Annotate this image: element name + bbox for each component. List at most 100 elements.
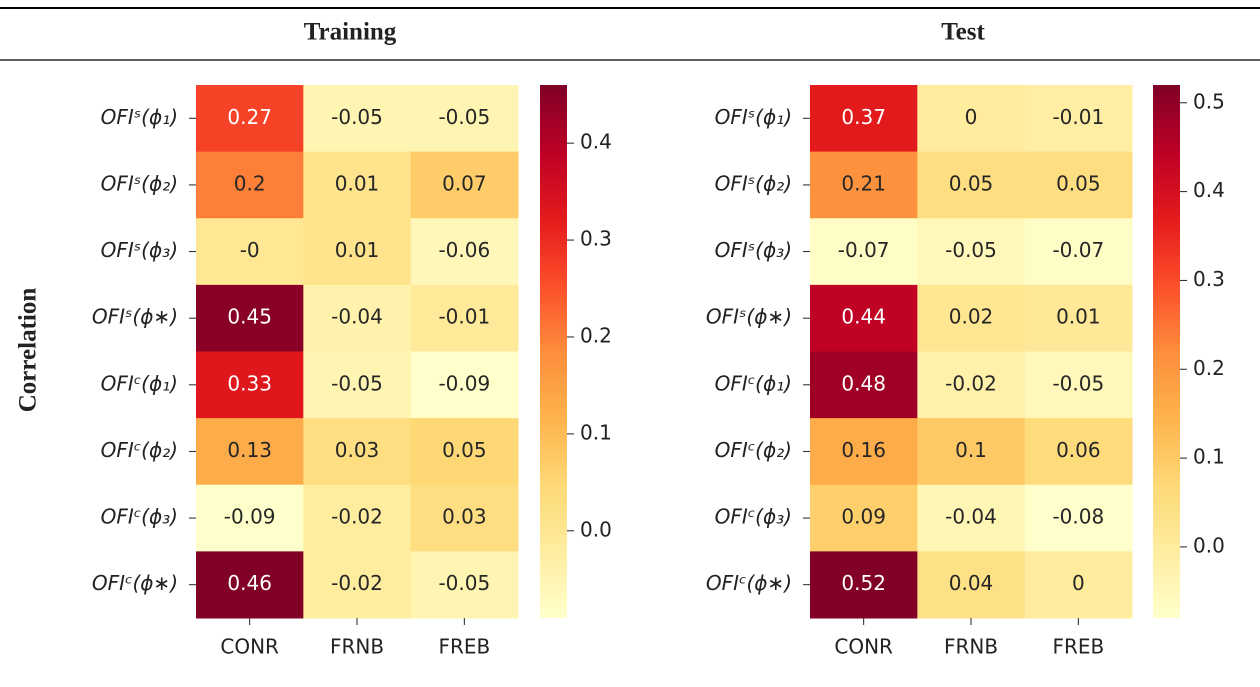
row-label: OFIˢ(ϕ₂) <box>715 171 792 195</box>
x-tick-label: FRNB <box>330 635 384 659</box>
row-label: OFIᶜ(ϕ∗) <box>92 571 178 595</box>
cell <box>917 218 1026 286</box>
cell <box>810 284 918 352</box>
colorbar-tick-label: 0.3 <box>1193 267 1225 291</box>
cell <box>1024 351 1133 419</box>
cell-label: -0.05 <box>945 238 997 262</box>
cell <box>410 151 519 219</box>
cell <box>303 284 412 352</box>
cell <box>917 551 1026 619</box>
cell-label: 0.21 <box>841 171 886 195</box>
cell <box>303 484 412 552</box>
cell <box>196 551 304 619</box>
row-label: OFIˢ(ϕ∗) <box>92 305 178 329</box>
cell-label: -0.07 <box>1052 238 1104 262</box>
cell <box>810 85 918 153</box>
cell-label: -0.05 <box>331 105 383 129</box>
cell-label: 0.06 <box>1056 438 1101 462</box>
cell-label: 0.03 <box>442 505 487 529</box>
cell-label: 0.44 <box>841 305 886 329</box>
colorbar-tick-label: 0.4 <box>1193 178 1225 202</box>
x-tick-label: FREB <box>1052 635 1104 659</box>
colorbar <box>540 85 567 618</box>
cell <box>1024 551 1133 619</box>
x-tick-label: FRNB <box>944 635 998 659</box>
cell-label: -0.02 <box>945 371 997 395</box>
cell <box>303 85 412 153</box>
cell-label: 0.05 <box>442 438 487 462</box>
colorbar-tick-label: 0.5 <box>1193 89 1225 113</box>
cell <box>410 551 519 619</box>
cell <box>810 218 918 286</box>
colorbar <box>1153 85 1180 618</box>
row-label: OFIᶜ(ϕ₃) <box>715 505 792 529</box>
row-label: OFIˢ(ϕ∗) <box>706 305 792 329</box>
cell-label: -0.09 <box>224 505 276 529</box>
colorbar-tick-label: 0.1 <box>1193 445 1225 469</box>
cell <box>303 151 412 219</box>
cell-label: -0.07 <box>838 238 890 262</box>
colorbar-tick-label: 0.0 <box>1193 533 1225 557</box>
cell <box>303 551 412 619</box>
cell <box>303 351 412 419</box>
cell <box>917 151 1026 219</box>
cell-label: 0.46 <box>227 571 272 595</box>
row-label: OFIˢ(ϕ₁) <box>715 105 792 129</box>
cell <box>410 418 519 486</box>
row-label: OFIˢ(ϕ₁) <box>101 105 178 129</box>
cell-label: 0.07 <box>442 171 487 195</box>
cell <box>810 151 918 219</box>
cell <box>196 85 304 153</box>
panel-title: Test <box>941 19 985 46</box>
cell-label: 0.16 <box>841 438 886 462</box>
colorbar-tick-label: 0.2 <box>1193 356 1225 380</box>
cell-label: -0.01 <box>438 305 490 329</box>
cell <box>196 418 304 486</box>
cell <box>1024 484 1133 552</box>
cell <box>410 484 519 552</box>
colorbar-tick-label: 0.0 <box>580 517 612 541</box>
cell <box>810 551 918 619</box>
colorbar-tick-label: 0.3 <box>580 227 612 251</box>
cell-label: -0.05 <box>438 105 490 129</box>
cell <box>917 418 1026 486</box>
cell-label: -0.09 <box>438 371 490 395</box>
cell <box>196 218 304 286</box>
colorbar-tick-label: 0.1 <box>580 420 612 444</box>
cell <box>1024 418 1133 486</box>
cell <box>410 351 519 419</box>
cell-label: -0.08 <box>1052 505 1104 529</box>
cell-label: 0.45 <box>227 305 272 329</box>
cell <box>810 351 918 419</box>
cell-label: 0.13 <box>227 438 272 462</box>
cell-label: -0.04 <box>331 305 383 329</box>
cell <box>917 351 1026 419</box>
cell-label: 0.01 <box>335 171 380 195</box>
cell-label: -0 <box>240 238 260 262</box>
cell <box>917 484 1026 552</box>
panel-title: Training <box>304 19 397 46</box>
cell-label: 0.02 <box>949 305 994 329</box>
cell-label: -0.05 <box>1052 371 1104 395</box>
cell <box>810 418 918 486</box>
x-tick-label: CONR <box>220 635 279 659</box>
cell-label: 0 <box>1072 571 1085 595</box>
cell <box>410 85 519 153</box>
row-label: OFIˢ(ϕ₃) <box>715 238 792 262</box>
cell-label: 0.01 <box>1056 305 1101 329</box>
cell <box>410 218 519 286</box>
cell-label: 0.04 <box>949 571 994 595</box>
cell-label: -0.06 <box>438 238 490 262</box>
cell-label: 0.01 <box>335 238 380 262</box>
row-label: OFIᶜ(ϕ₂) <box>101 438 178 462</box>
cell-label: 0.27 <box>227 105 272 129</box>
cell <box>1024 284 1133 352</box>
cell <box>1024 85 1133 153</box>
cell-label: -0.02 <box>331 505 383 529</box>
cell <box>303 218 412 286</box>
cell-label: -0.05 <box>331 371 383 395</box>
x-tick-label: CONR <box>834 635 893 659</box>
colorbar-tick-label: 0.4 <box>580 130 612 154</box>
row-label: OFIᶜ(ϕ₁) <box>715 371 792 395</box>
